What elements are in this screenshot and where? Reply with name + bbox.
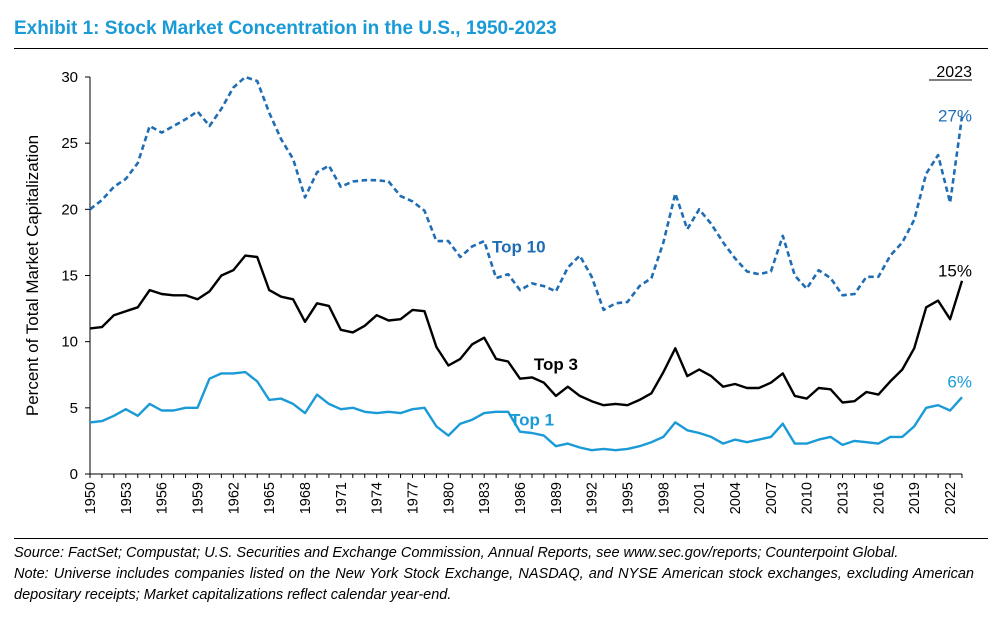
series-line-top-1 [89, 370, 963, 452]
x-tick-label: 1992 [585, 482, 601, 514]
x-tick-label: 2016 [871, 482, 887, 514]
end-value-top-10: 27% [938, 107, 972, 126]
x-tick-label: 2001 [692, 482, 708, 514]
x-tick-label: 2004 [728, 482, 744, 514]
source-note: Source: FactSet; Compustat; U.S. Securit… [14, 545, 899, 561]
x-tick-label: 1971 [334, 482, 350, 514]
x-tick-label: 1998 [656, 482, 672, 514]
series-line-top-3 [89, 254, 964, 407]
y-tick-label: 10 [61, 334, 78, 351]
title-divider [14, 48, 988, 49]
end-value-top-1: 6% [947, 373, 972, 392]
x-tick-label: 1986 [513, 482, 529, 514]
x-tick-label: 1965 [262, 482, 278, 514]
series-label-top-10: Top 10 [492, 237, 546, 256]
series-label-top-1: Top 1 [510, 411, 554, 430]
end-year-label: 2023 [936, 64, 972, 81]
x-tick-label: 1977 [406, 482, 422, 514]
page-title: Exhibit 1: Stock Market Concentration in… [14, 18, 557, 39]
series-label-top-3: Top 3 [534, 355, 578, 374]
x-tick-label: 1968 [298, 482, 314, 514]
y-axis-title: Percent of Total Market Capitalization [23, 135, 42, 416]
x-tick-label: 1953 [119, 482, 135, 514]
x-tick-label: 2019 [907, 482, 923, 514]
line-chart: 0 5 10 15 20 25 30 1950 1953 1956 1959 1962 1965 1968… [23, 64, 972, 514]
y-tick-label: 30 [61, 69, 78, 86]
x-tick-label: 1980 [441, 482, 457, 514]
y-tick-label: 0 [70, 466, 78, 483]
x-tick-label: 2022 [943, 482, 959, 514]
end-value-top-3: 15% [938, 262, 972, 281]
footer-notes: Source: FactSet; Compustat; U.S. Securit… [14, 543, 974, 606]
x-tick-label: 2013 [836, 482, 852, 514]
x-tick-label: 2007 [764, 482, 780, 514]
x-tick-label: 1962 [226, 482, 242, 514]
y-tick-label: 25 [61, 135, 78, 152]
x-tick-label: 1995 [621, 482, 637, 514]
x-tick-label: 2010 [800, 482, 816, 514]
x-tick-label: 1950 [83, 482, 99, 514]
y-tick-label: 20 [61, 201, 78, 218]
x-tick-label: 1974 [370, 482, 386, 514]
x-tick-label: 1983 [477, 482, 493, 514]
x-tick-label: 1959 [191, 482, 207, 514]
series-line-top-10 [89, 75, 964, 312]
y-tick-label: 5 [70, 400, 78, 417]
x-tick-label: 1956 [155, 482, 171, 514]
x-tick-label: 1989 [549, 482, 565, 514]
y-tick-label: 15 [61, 268, 78, 285]
universe-note: Note: Universe includes companies listed… [14, 566, 974, 603]
footer-divider [14, 538, 988, 539]
